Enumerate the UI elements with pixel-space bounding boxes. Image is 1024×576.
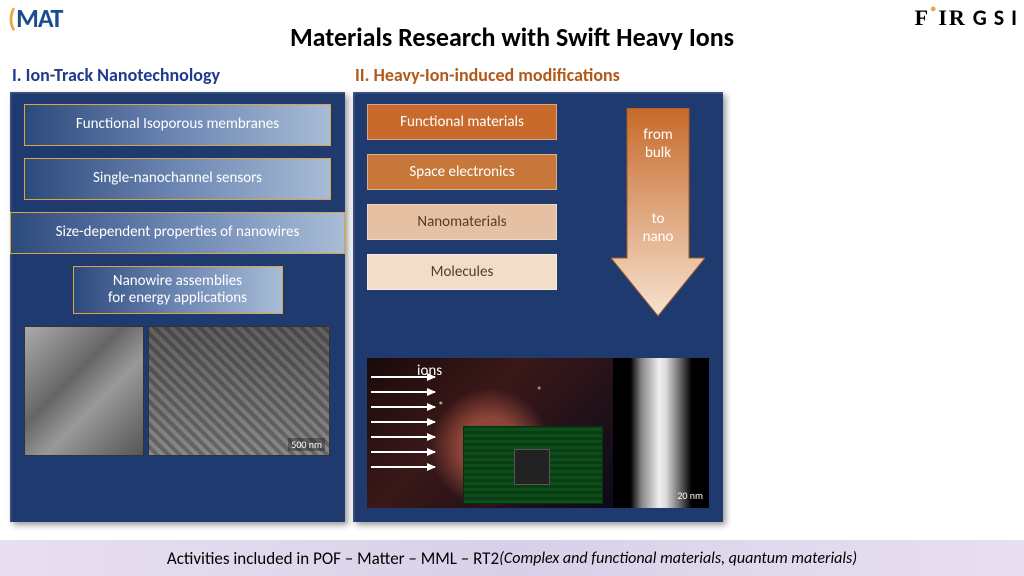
- col1-panel: Functional Isoporous membranes Single-na…: [10, 92, 345, 522]
- scale-bar-2: 20 nm: [677, 489, 703, 502]
- logo-fair: F•IR: [915, 5, 967, 30]
- space-circuit-image: ions: [367, 358, 613, 508]
- arrow-top-label: from bulk: [611, 126, 705, 162]
- col1-images: 500 nm: [24, 326, 331, 456]
- arrow-bottom-label: to nano: [611, 210, 705, 246]
- pcb-image: [463, 426, 603, 504]
- col1-item-0: Functional Isoporous membranes: [24, 104, 331, 146]
- footer-paren: (Complex and functional materials, quant…: [499, 549, 857, 568]
- header: (MAT Materials Research with Swift Heavy…: [0, 0, 1024, 60]
- tem-image: 20 nm: [613, 358, 709, 508]
- col1-item-3: Nanowire assemblies for energy applicati…: [73, 266, 283, 314]
- col2-item-1: Space electronics: [367, 154, 557, 190]
- col1-item-1: Single-nanochannel sensors: [24, 158, 331, 200]
- col2-item-0: Functional materials: [367, 104, 557, 140]
- col2-item-2: Nanomaterials: [367, 204, 557, 240]
- columns: I. Ion-Track Nanotechnology Functional I…: [0, 60, 1024, 522]
- logo-mat: (MAT: [8, 2, 62, 34]
- arrow-labels: from bulk to nano: [611, 108, 705, 246]
- page-title: Materials Research with Swift Heavy Ions: [0, 21, 1024, 53]
- col1-heading: I. Ion-Track Nanotechnology: [10, 60, 345, 92]
- bulk-to-nano-arrow: from bulk to nano: [611, 108, 705, 318]
- col2-panel: Functional materials Space electronics N…: [353, 92, 723, 522]
- sem-image-2: 500 nm: [148, 326, 330, 456]
- ion-arrows-icon: [371, 376, 435, 481]
- col1-item-2: Size-dependent properties of nanowires: [10, 212, 345, 254]
- logo-arc: (: [8, 2, 16, 34]
- sem-image-1: [24, 326, 144, 456]
- footer-main: Activities included in POF – Matter – MM…: [167, 548, 499, 569]
- col2-item-3: Molecules: [367, 254, 557, 290]
- footer: Activities included in POF – Matter – MM…: [0, 540, 1024, 576]
- col2-images: ions 20 nm: [367, 358, 709, 508]
- column-2: II. Heavy-Ion-induced modifications Func…: [353, 60, 723, 522]
- logo-fair-gsi: F•IR G S I: [915, 4, 1018, 31]
- logo-mat-text: MAT: [16, 2, 62, 34]
- column-1: I. Ion-Track Nanotechnology Functional I…: [10, 60, 345, 522]
- scale-bar-1: 500 nm: [288, 438, 325, 451]
- col2-heading: II. Heavy-Ion-induced modifications: [353, 60, 723, 92]
- logo-gsi: G S I: [973, 4, 1018, 31]
